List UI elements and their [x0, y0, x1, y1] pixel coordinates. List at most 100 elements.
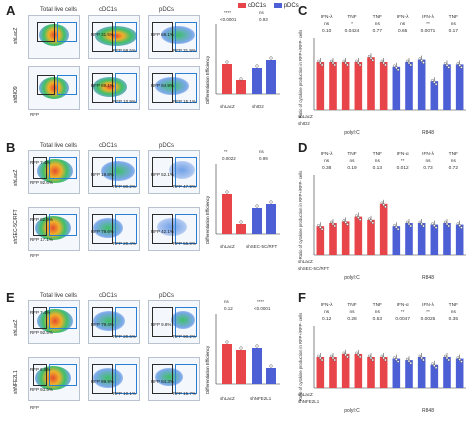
gate-label: RFP 93.5% [30, 387, 53, 392]
data-point [319, 356, 322, 360]
data-point [320, 63, 324, 67]
stim-label: polyI:C [344, 275, 360, 281]
cytokine-label: TNF [449, 151, 458, 157]
panel-e-row-label-1: shLacZ [13, 319, 19, 336]
gate-label: RFP 42.1% [151, 229, 174, 234]
data-point [317, 223, 320, 227]
cytokine-label: IFN-λ [422, 302, 434, 308]
flow-axis-label-rfp: RFP [30, 253, 39, 258]
cytokine-label: IFN-λ [321, 14, 333, 20]
stat-sig: ns [349, 159, 355, 164]
data-point [382, 61, 385, 65]
data-point [409, 361, 413, 365]
panel-label-b: B [6, 140, 16, 155]
stat-p: 0.77 [373, 28, 383, 34]
data-point [456, 222, 460, 225]
stat-p: 0.0025 [421, 316, 436, 322]
panel-label-f: F [298, 290, 306, 305]
bar [392, 358, 401, 388]
gate-label: RFP 89.1% [91, 83, 114, 88]
data-point [396, 360, 400, 363]
data-point [357, 353, 360, 357]
cytokine-label: TNF [347, 14, 356, 20]
y-axis-label: Ratio of cytokine production in RFP+/RFP… [298, 313, 303, 402]
data-point [342, 59, 346, 63]
data-point [358, 63, 362, 67]
data-point [346, 223, 349, 226]
flow-plot-b4 [28, 207, 80, 251]
cytokine-label: TNF [373, 14, 382, 20]
bar [329, 62, 337, 110]
stim-label: R848 [422, 275, 434, 281]
panel-a-row-label-1: shLacZ [13, 27, 19, 44]
data-point [393, 64, 396, 68]
bar [367, 219, 375, 255]
bar [443, 223, 451, 255]
flow-plot-b2 [88, 150, 140, 194]
stim-label: polyI:C [344, 130, 360, 136]
data-point [382, 356, 385, 360]
data-point [418, 354, 422, 358]
data-point [395, 358, 398, 361]
flow-plot-a5 [88, 66, 140, 110]
stat-p: <0.0001 [254, 306, 271, 311]
cytokine-label: TNF [347, 302, 356, 308]
flow-plot-e5 [88, 357, 140, 401]
legend: cDC1s pDCs [238, 3, 299, 9]
stat-p: 0.99 [259, 156, 268, 161]
data-point [393, 223, 396, 227]
flow-plot-a6 [148, 66, 200, 110]
data-point [407, 61, 411, 65]
data-point [384, 358, 387, 362]
gate-label: RFP 79.6% [91, 229, 114, 234]
data-point [447, 66, 451, 69]
stat-sig: ns [375, 22, 381, 27]
gate-label: RFP 89.9% [91, 379, 114, 384]
gate-label: RFP 31.9% [173, 48, 196, 53]
data-point [422, 224, 425, 228]
data-point [380, 59, 384, 63]
data-point [431, 362, 434, 366]
data-point [371, 221, 375, 225]
stat-sig: ** [426, 21, 430, 27]
dot-plot-ylabel: Differentiation Efficiency [205, 55, 210, 104]
bar [354, 216, 363, 255]
gate-label: RFP 17.1% [30, 237, 53, 242]
data-point [395, 225, 398, 229]
stat-sig: * [351, 21, 353, 27]
bar [405, 223, 413, 255]
bar [430, 364, 439, 388]
stat-sig: ** [426, 309, 430, 315]
row-label: shID2 [298, 121, 310, 126]
flow-axis-label-rfp: RFP [30, 405, 39, 410]
gate-label: RFP 80.2% [113, 184, 136, 189]
panel-label-c: C [298, 3, 308, 18]
data-point [369, 219, 373, 223]
data-point [344, 353, 347, 357]
data-point [456, 356, 460, 359]
gate-label: RFP 68.1% [151, 32, 174, 37]
stat-sig: ns [324, 22, 330, 27]
stat-p: 0.0047 [395, 316, 410, 322]
stat-p: <0.0001 [220, 17, 237, 22]
stat-sig: ns [425, 159, 431, 164]
dot-plot-e [215, 314, 280, 385]
stat-sig: **** [224, 10, 232, 15]
gate-label: RFP 20.6% [113, 334, 136, 339]
legend-swatch-pdc [273, 3, 282, 8]
bar [443, 357, 451, 388]
data-point [445, 222, 449, 226]
data-point [384, 205, 387, 209]
bar [379, 357, 388, 388]
data-point [422, 61, 425, 64]
panel-e-title-cdc1: cDC1s [99, 293, 118, 299]
data-point [333, 63, 337, 67]
stat-p: 0.28 [347, 316, 357, 322]
data-point [422, 358, 425, 362]
panel-b-title-pdc: pDCs [159, 143, 175, 149]
bar [379, 62, 388, 110]
bar [379, 203, 388, 255]
bar [329, 223, 337, 255]
gate-label: RFP 6.5% [30, 367, 51, 372]
stat-p: 0.12 [224, 306, 233, 311]
